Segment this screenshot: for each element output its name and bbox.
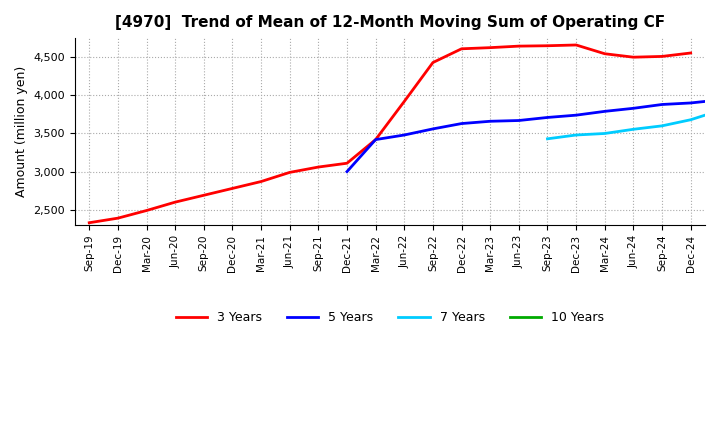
3 Years (199, 193, 208, 198)
Line: 7 Years: 7 Years (547, 110, 719, 139)
3 Years (400, 99, 408, 104)
3 Years (572, 42, 580, 48)
3 Years (486, 45, 495, 50)
5 Years (457, 121, 466, 126)
3 Years (257, 179, 266, 184)
3 Years (171, 199, 179, 205)
7 Years (629, 127, 638, 132)
3 Years (629, 55, 638, 60)
3 Years (372, 137, 380, 142)
5 Years (657, 102, 666, 107)
3 Years (515, 44, 523, 49)
3 Years (428, 60, 437, 65)
5 Years (686, 100, 695, 106)
Line: 3 Years: 3 Years (89, 45, 690, 223)
3 Years (343, 161, 351, 166)
Y-axis label: Amount (million yen): Amount (million yen) (15, 66, 28, 197)
7 Years (572, 132, 580, 138)
3 Years (114, 216, 122, 221)
5 Years (715, 97, 720, 103)
7 Years (600, 131, 609, 136)
3 Years (600, 51, 609, 56)
Title: [4970]  Trend of Mean of 12-Month Moving Sum of Operating CF: [4970] Trend of Mean of 12-Month Moving … (115, 15, 665, 30)
5 Years (543, 115, 552, 120)
7 Years (657, 123, 666, 128)
3 Years (543, 43, 552, 48)
5 Years (343, 169, 351, 174)
3 Years (228, 186, 237, 191)
5 Years (572, 113, 580, 118)
Legend: 3 Years, 5 Years, 7 Years, 10 Years: 3 Years, 5 Years, 7 Years, 10 Years (171, 306, 609, 329)
7 Years (543, 136, 552, 141)
3 Years (314, 165, 323, 170)
7 Years (686, 117, 695, 122)
Line: 5 Years: 5 Years (347, 59, 720, 172)
3 Years (85, 220, 94, 225)
3 Years (142, 208, 150, 213)
5 Years (372, 137, 380, 142)
5 Years (600, 109, 609, 114)
5 Years (400, 132, 408, 138)
3 Years (285, 170, 294, 175)
5 Years (486, 119, 495, 124)
5 Years (629, 106, 638, 111)
5 Years (515, 118, 523, 123)
7 Years (715, 108, 720, 113)
3 Years (657, 54, 666, 59)
3 Years (686, 50, 695, 55)
5 Years (428, 126, 437, 132)
3 Years (457, 46, 466, 51)
